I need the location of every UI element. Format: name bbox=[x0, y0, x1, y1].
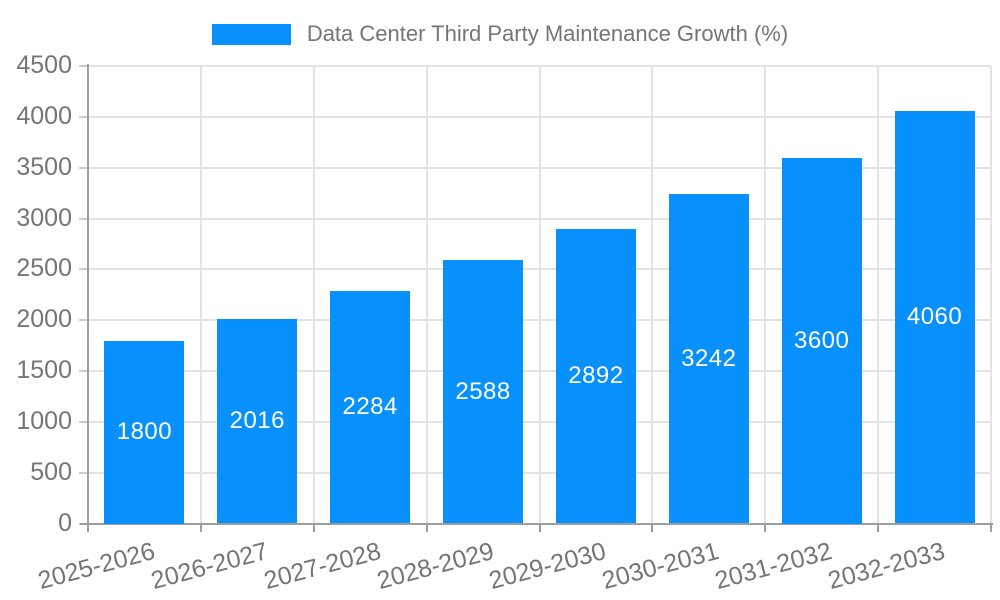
y-axis-tick-label: 1000 bbox=[16, 406, 72, 435]
bar-value-label: 2016 bbox=[229, 407, 285, 434]
bar[interactable]: 2016 bbox=[217, 318, 298, 524]
x-axis-tick bbox=[199, 524, 202, 532]
x-axis-line bbox=[80, 522, 993, 525]
y-axis-tick bbox=[79, 420, 87, 423]
x-axis-category-label-text: 2026-2027 bbox=[147, 537, 271, 595]
y-axis-tick-label: 3000 bbox=[16, 203, 72, 232]
y-axis-tick-label: 1500 bbox=[16, 355, 72, 384]
y-axis-line bbox=[87, 64, 89, 525]
bar[interactable]: 2284 bbox=[330, 291, 411, 524]
gridline-vertical bbox=[199, 66, 202, 524]
x-axis-tick bbox=[990, 524, 992, 532]
legend[interactable]: Data Center Third Party Maintenance Grow… bbox=[0, 21, 1000, 47]
x-axis-category-label-text: 2029-2030 bbox=[486, 537, 610, 595]
y-axis-tick bbox=[79, 268, 87, 271]
y-axis-tick-label: 0 bbox=[58, 508, 72, 537]
y-axis-tick bbox=[79, 217, 87, 220]
bar-value-label: 1800 bbox=[116, 418, 173, 445]
x-axis-category-label-text: 2025-2026 bbox=[34, 537, 158, 595]
legend-swatch-icon bbox=[211, 23, 291, 45]
bar[interactable]: 3242 bbox=[668, 193, 749, 524]
x-axis-tick bbox=[312, 524, 315, 532]
y-axis-tick-label: 2500 bbox=[16, 254, 72, 283]
y-axis-tick-label: 500 bbox=[30, 457, 72, 486]
gridline-vertical bbox=[312, 66, 315, 524]
x-axis-tick bbox=[538, 524, 541, 532]
x-axis-category-label-text: 2031-2032 bbox=[712, 537, 835, 595]
bar-value-label: 4060 bbox=[906, 303, 963, 331]
bar-value-label: 2284 bbox=[342, 393, 398, 421]
bar[interactable]: 2588 bbox=[443, 260, 524, 524]
x-axis-category-label-text: 2030-2031 bbox=[599, 537, 723, 595]
gridline-vertical bbox=[877, 66, 880, 524]
gridline-vertical bbox=[651, 66, 654, 524]
bar-value-label: 3242 bbox=[681, 344, 737, 372]
bar[interactable]: 1800 bbox=[104, 340, 185, 524]
y-axis-tick bbox=[79, 370, 87, 372]
y-axis-tick-label: 4000 bbox=[16, 101, 72, 130]
gridline-vertical bbox=[990, 66, 992, 524]
y-axis-tick bbox=[79, 471, 87, 474]
y-axis-tick-label: 3500 bbox=[16, 152, 72, 181]
y-axis-tick-label: 4500 bbox=[16, 50, 72, 79]
bar-value-label: 3600 bbox=[793, 326, 850, 354]
gridline-vertical bbox=[538, 66, 541, 524]
x-axis-category-label-text: 2032-2033 bbox=[825, 537, 948, 595]
bar[interactable]: 3600 bbox=[781, 157, 862, 524]
y-axis-tick bbox=[79, 166, 87, 169]
gridline-vertical bbox=[764, 66, 767, 524]
y-axis-tick bbox=[79, 65, 87, 67]
bar-value-label: 2892 bbox=[568, 362, 624, 390]
x-axis-tick bbox=[87, 524, 89, 532]
bar-value-label: 2588 bbox=[455, 377, 511, 405]
x-axis-tick bbox=[651, 524, 654, 532]
bar[interactable]: 2892 bbox=[555, 229, 636, 524]
gridline-vertical bbox=[425, 66, 428, 524]
x-axis-category-label-text: 2028-2029 bbox=[373, 537, 497, 595]
y-axis-tick bbox=[79, 319, 87, 322]
x-axis-tick bbox=[877, 524, 880, 532]
x-axis-tick bbox=[425, 524, 428, 532]
y-axis-tick-label: 2000 bbox=[16, 305, 72, 334]
x-axis-category-label-text: 2027-2028 bbox=[260, 537, 384, 595]
bar[interactable]: 4060 bbox=[894, 110, 975, 524]
x-axis-tick bbox=[764, 524, 767, 532]
legend-label: Data Center Third Party Maintenance Grow… bbox=[306, 21, 789, 46]
y-axis-tick bbox=[79, 115, 87, 118]
